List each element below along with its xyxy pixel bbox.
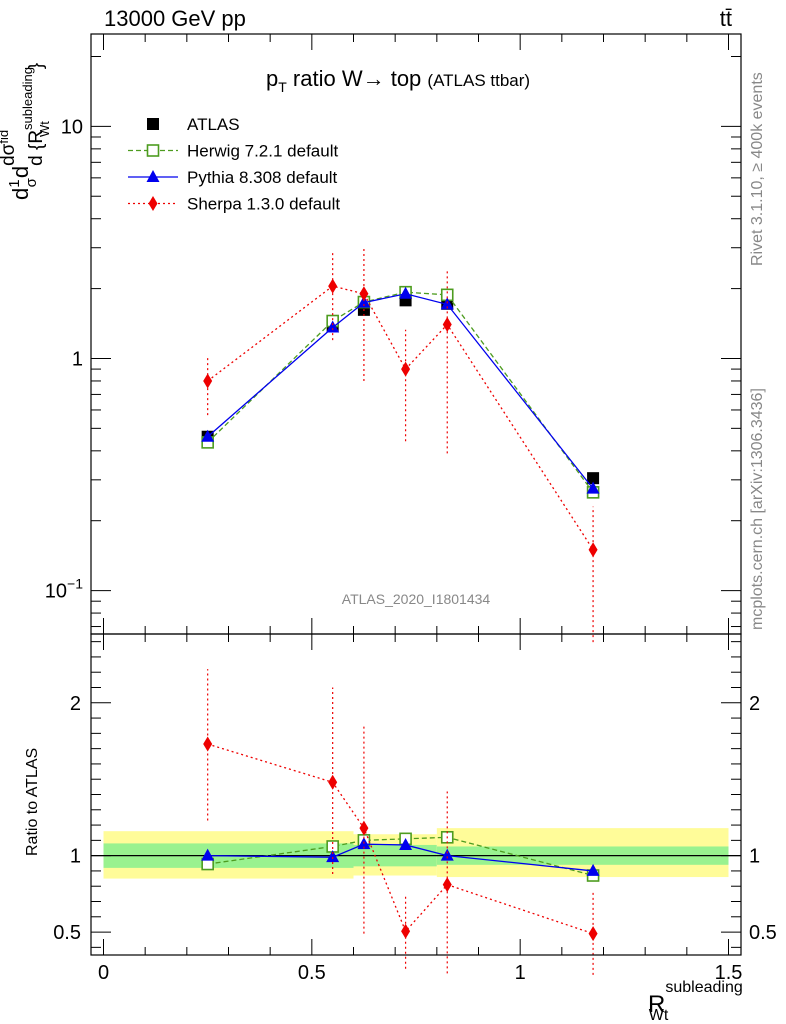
ylabel-close: } <box>26 63 47 69</box>
watermark-label: ATLAS_2020_I1801434 <box>342 591 491 607</box>
x-tick-label: 0 <box>98 962 109 984</box>
pythia-point <box>201 848 215 861</box>
pythia-point <box>586 481 600 494</box>
pythia-line <box>207 293 594 490</box>
sherpa-point <box>203 736 213 752</box>
legend-item-sherpa: Sherpa 1.3.0 default <box>128 195 340 214</box>
x-axis-label: Rsubleading Wt <box>648 979 743 1024</box>
rivet-label: Rivet 3.1.10, ≥ 400k events <box>749 72 766 266</box>
y-tick-label: 10−1 <box>45 576 83 603</box>
main-plot-panel: ATLAS_2020_I1801434 10−1 1 10 pT ratio W→ … <box>0 33 742 643</box>
ylabel-dsigma: dσ <box>0 143 19 166</box>
xlabel-main: R <box>648 991 665 1018</box>
xlabel-sup: subleading <box>665 979 742 996</box>
sherpa-point <box>401 361 411 377</box>
sherpa-point <box>588 926 598 942</box>
pythia-point <box>440 297 454 310</box>
title-small: (ATLAS ttbar) <box>427 71 530 90</box>
ratio-y-tick-label-right: 1 <box>749 846 760 868</box>
ratio-y-axis-label: Ratio to ATLAS <box>24 748 41 856</box>
title-main: ratio W→ top <box>287 66 428 91</box>
sherpa-point <box>401 923 411 939</box>
y-tick-label: 1 <box>72 348 83 370</box>
legend-item-herwig: Herwig 7.2.1 default <box>128 142 338 161</box>
sherpa-point <box>359 820 369 836</box>
ratio-y-tick-label-right: 0.5 <box>749 922 777 944</box>
ylabel-fid: fid <box>0 130 11 144</box>
ratio-y-tick-label: 2 <box>70 693 81 715</box>
pythia-point <box>326 850 340 863</box>
pythia-line <box>207 843 594 872</box>
ylabel-frac-num: 1 <box>6 179 23 187</box>
pythia-point <box>440 848 454 861</box>
ylabel-d2: d <box>8 166 33 178</box>
sherpa-point <box>588 542 598 558</box>
title-sub: T <box>278 79 287 95</box>
herwig-line <box>207 291 594 493</box>
sherpa-point <box>328 278 338 294</box>
pythia-point <box>357 295 371 308</box>
ratio-y-tick-label-right: 2 <box>749 693 760 715</box>
y-tick-label: 10 <box>61 116 83 138</box>
legend-marker <box>146 170 160 182</box>
ylabel-dR: d {R <box>26 130 47 166</box>
pythia-point <box>399 286 413 299</box>
legend: ATLAS Herwig 7.2.1 default Pythia 8.308 de… <box>128 115 340 214</box>
mcplots-label: mcplots.cern.ch [arXiv:1306.3436] <box>749 388 766 630</box>
energy-label: 13000 GeV pp <box>104 6 246 31</box>
legend-label: Herwig 7.2.1 default <box>187 142 338 161</box>
ylabel-sup: subleading <box>20 67 35 130</box>
sherpa-line <box>207 285 594 551</box>
ylabel-sub: Wt <box>37 121 52 137</box>
sherpa-point <box>359 286 369 302</box>
ylabel-frac-den: σ <box>23 177 40 187</box>
sherpa-point <box>203 373 213 389</box>
ratio-y-tick-label: 0.5 <box>53 922 81 944</box>
x-tick-label: 0.5 <box>298 962 326 984</box>
pythia-point <box>586 863 600 876</box>
herwig-line <box>207 836 594 877</box>
legend-marker <box>148 196 158 211</box>
y-axis-label: d1σddσfid d {Rsubleading Wt} <box>0 63 52 200</box>
sherpa-point <box>328 774 338 790</box>
atlas-point <box>587 472 600 485</box>
pythia-point <box>201 429 215 442</box>
sherpa-point <box>442 317 452 333</box>
legend-label: Sherpa 1.3.0 default <box>187 195 340 214</box>
pythia-point <box>399 837 413 850</box>
legend-label: ATLAS <box>187 115 240 134</box>
xlabel-sub: Wt <box>649 1007 669 1024</box>
legend-item-pythia: Pythia 8.308 default <box>128 168 338 187</box>
process-label: tt̄ <box>720 6 732 31</box>
legend-item-atlas: ATLAS <box>147 115 240 134</box>
sherpa-point <box>442 877 452 893</box>
ratio-plot-panel: 0.5 0.5 1 1 2 2 0 0.5 1 1.5 Ratio to ATLAS Rsuble… <box>24 633 777 1024</box>
ratio-y-tick-label: 1 <box>70 846 81 868</box>
ratio-frame <box>90 633 742 956</box>
title-p: p <box>266 66 278 91</box>
x-tick-label: 1.5 <box>715 962 743 984</box>
legend-marker <box>147 118 159 130</box>
plot-title: pT ratio W→ top (ATLAS ttbar) <box>266 66 530 95</box>
legend-label: Pythia 8.308 default <box>187 168 338 187</box>
pythia-point <box>326 320 340 333</box>
x-tick-label: 1 <box>515 962 526 984</box>
legend-marker <box>146 144 160 157</box>
ylabel-d: d <box>8 188 33 200</box>
sherpa-line <box>207 743 594 935</box>
